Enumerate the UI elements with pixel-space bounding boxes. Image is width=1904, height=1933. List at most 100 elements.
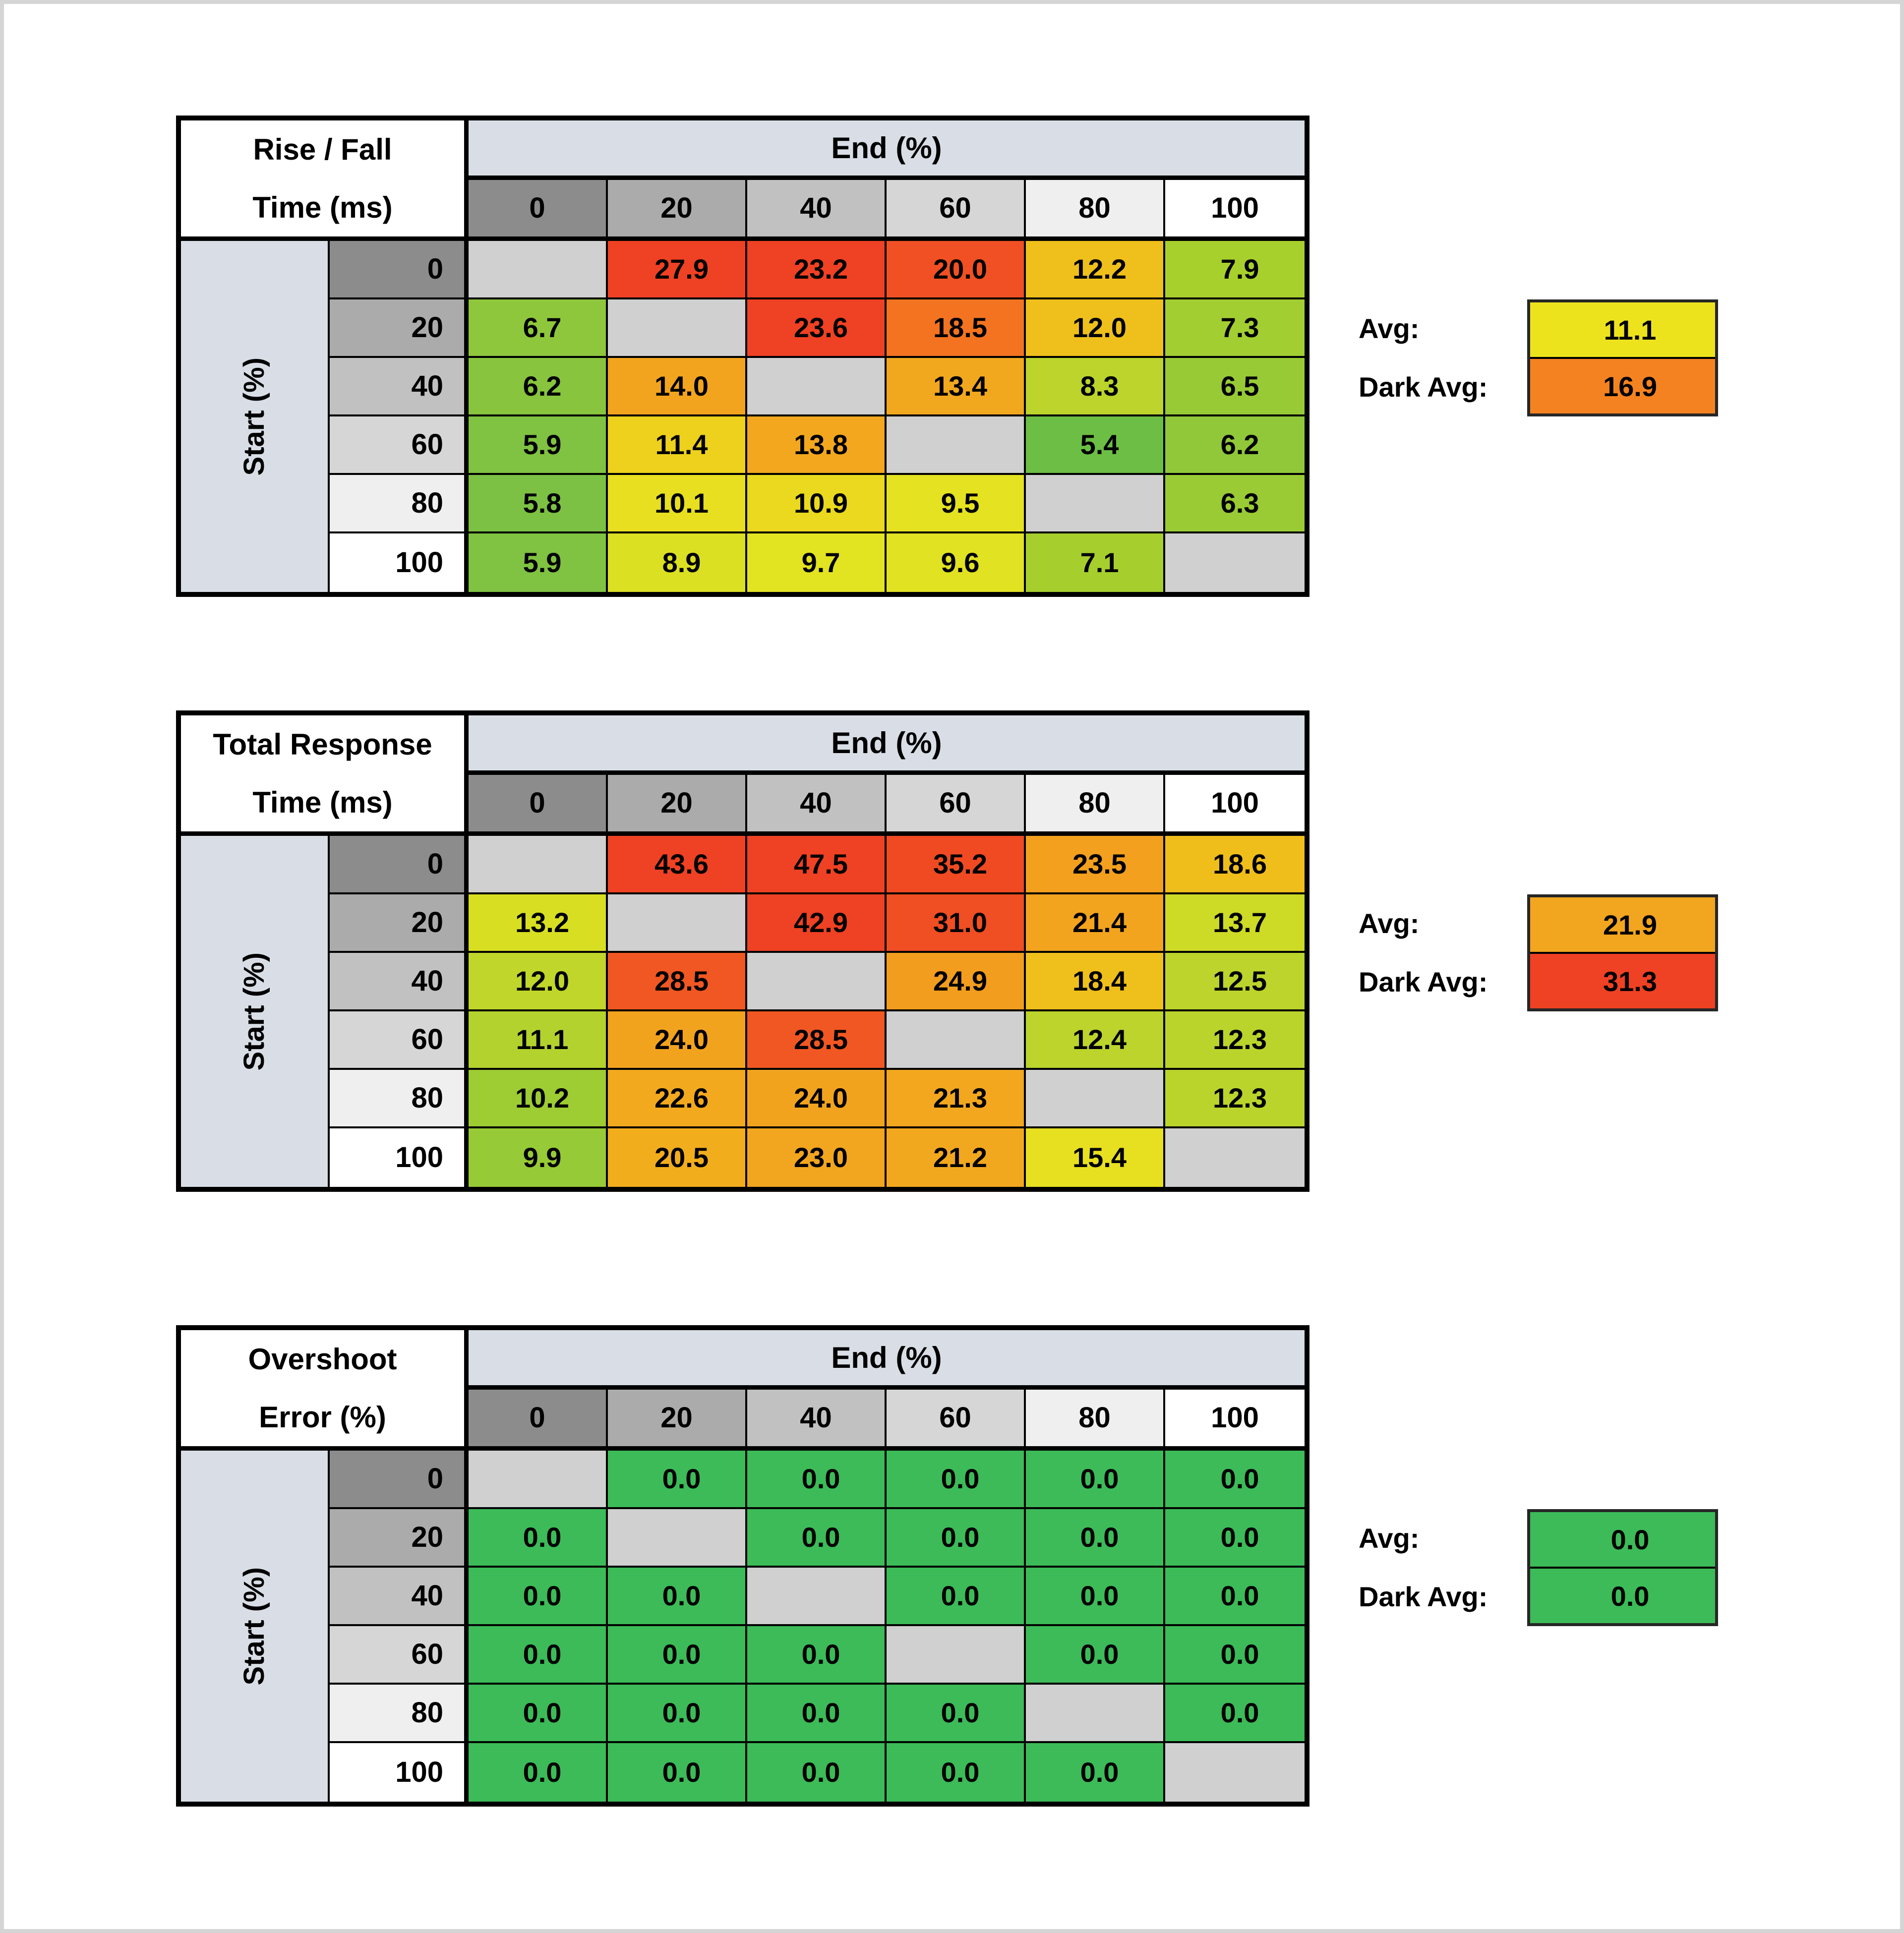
table-title-line2: Error (%) bbox=[259, 1400, 386, 1434]
dark-avg-label: Dark Avg: bbox=[1359, 371, 1488, 403]
avg-label: Avg: bbox=[1359, 313, 1420, 344]
data-cell: 0.0 bbox=[747, 1509, 887, 1568]
data-cell: 13.4 bbox=[887, 358, 1026, 416]
data-cell: 0.0 bbox=[1026, 1626, 1165, 1685]
row-header-60: 60 bbox=[330, 1626, 469, 1685]
data-cell: 12.0 bbox=[1026, 299, 1165, 358]
data-cell: 12.3 bbox=[1165, 1070, 1305, 1128]
col-header-20: 20 bbox=[608, 180, 747, 241]
data-cell: 24.0 bbox=[608, 1011, 747, 1070]
data-cell: 0.0 bbox=[747, 1626, 887, 1685]
start-axis-label-text: Start (%) bbox=[238, 357, 270, 476]
data-cell: 0.0 bbox=[608, 1685, 747, 1743]
data-cell: 0.0 bbox=[887, 1685, 1026, 1743]
table-title-line1: Rise / Fall bbox=[253, 132, 392, 166]
data-cell: 0.0 bbox=[1026, 1568, 1165, 1626]
row-header-60: 60 bbox=[330, 1011, 469, 1070]
data-cell: 12.2 bbox=[1026, 241, 1165, 299]
col-header-100: 100 bbox=[1165, 775, 1305, 836]
table-title-overshoot: Overshoot Error (%) bbox=[181, 1330, 469, 1451]
blank-cell bbox=[1026, 1070, 1165, 1128]
avg-label: Avg: bbox=[1359, 908, 1420, 939]
col-header-100: 100 bbox=[1165, 1390, 1305, 1451]
col-header-60: 60 bbox=[887, 1390, 1026, 1451]
col-header-0: 0 bbox=[469, 775, 608, 836]
avg-value: 21.9 bbox=[1530, 897, 1715, 952]
rise-fall-heatmap-table: Rise / Fall Time (ms) End (%) Start (%) … bbox=[176, 116, 1309, 597]
data-cell: 11.4 bbox=[608, 416, 747, 475]
blank-cell bbox=[469, 836, 608, 894]
row-header-100: 100 bbox=[330, 1743, 469, 1802]
data-cell: 6.2 bbox=[469, 358, 608, 416]
col-header-60: 60 bbox=[887, 180, 1026, 241]
data-cell: 0.0 bbox=[608, 1451, 747, 1509]
avg-value: 0.0 bbox=[1530, 1512, 1715, 1567]
end-axis-header: End (%) bbox=[469, 715, 1305, 775]
table-title-total-response: Total Response Time (ms) bbox=[181, 715, 469, 836]
row-header-40: 40 bbox=[330, 953, 469, 1011]
data-cell: 18.6 bbox=[1165, 836, 1305, 894]
data-cell: 12.4 bbox=[1026, 1011, 1165, 1070]
dark-avg-value: 16.9 bbox=[1530, 357, 1715, 413]
data-cell: 0.0 bbox=[608, 1626, 747, 1685]
blank-cell bbox=[887, 1011, 1026, 1070]
blank-cell bbox=[887, 416, 1026, 475]
col-header-80: 80 bbox=[1026, 775, 1165, 836]
blank-cell bbox=[1026, 1685, 1165, 1743]
data-cell: 7.1 bbox=[1026, 533, 1165, 592]
blank-cell bbox=[469, 241, 608, 299]
row-header-40: 40 bbox=[330, 358, 469, 416]
col-header-20: 20 bbox=[608, 775, 747, 836]
dark-avg-value: 0.0 bbox=[1530, 1567, 1715, 1623]
data-cell: 5.8 bbox=[469, 475, 608, 533]
row-header-80: 80 bbox=[330, 475, 469, 533]
data-cell: 0.0 bbox=[1165, 1509, 1305, 1568]
data-cell: 13.7 bbox=[1165, 894, 1305, 953]
data-cell: 6.5 bbox=[1165, 358, 1305, 416]
start-axis-label: Start (%) bbox=[181, 836, 330, 1187]
data-cell: 43.6 bbox=[608, 836, 747, 894]
start-axis-label: Start (%) bbox=[181, 241, 330, 592]
data-cell: 15.4 bbox=[1026, 1128, 1165, 1187]
data-cell: 28.5 bbox=[747, 1011, 887, 1070]
data-cell: 7.9 bbox=[1165, 241, 1305, 299]
data-cell: 5.9 bbox=[469, 533, 608, 592]
data-cell: 0.0 bbox=[887, 1568, 1026, 1626]
blank-cell bbox=[608, 299, 747, 358]
table-title-line1: Total Response bbox=[213, 727, 432, 761]
data-cell: 5.4 bbox=[1026, 416, 1165, 475]
data-cell: 0.0 bbox=[469, 1626, 608, 1685]
data-cell: 6.2 bbox=[1165, 416, 1305, 475]
row-header-80: 80 bbox=[330, 1070, 469, 1128]
data-cell: 24.0 bbox=[747, 1070, 887, 1128]
data-cell: 21.4 bbox=[1026, 894, 1165, 953]
row-header-20: 20 bbox=[330, 299, 469, 358]
start-axis-label-text: Start (%) bbox=[238, 1567, 270, 1686]
col-header-40: 40 bbox=[747, 180, 887, 241]
data-cell: 9.9 bbox=[469, 1128, 608, 1187]
data-cell: 9.6 bbox=[887, 533, 1026, 592]
data-cell: 27.9 bbox=[608, 241, 747, 299]
data-cell: 7.3 bbox=[1165, 299, 1305, 358]
data-cell: 0.0 bbox=[747, 1743, 887, 1802]
data-cell: 12.3 bbox=[1165, 1011, 1305, 1070]
col-header-20: 20 bbox=[608, 1390, 747, 1451]
total-response-heatmap-table: Total Response Time (ms) End (%) Start (… bbox=[176, 710, 1309, 1192]
blank-cell bbox=[1026, 475, 1165, 533]
col-header-0: 0 bbox=[469, 180, 608, 241]
data-cell: 0.0 bbox=[608, 1568, 747, 1626]
col-header-40: 40 bbox=[747, 775, 887, 836]
data-cell: 24.9 bbox=[887, 953, 1026, 1011]
blank-cell bbox=[1165, 1743, 1305, 1802]
data-cell: 23.5 bbox=[1026, 836, 1165, 894]
table-title-rise-fall: Rise / Fall Time (ms) bbox=[181, 120, 469, 241]
data-cell: 21.3 bbox=[887, 1070, 1026, 1128]
data-cell: 35.2 bbox=[887, 836, 1026, 894]
data-cell: 0.0 bbox=[747, 1451, 887, 1509]
end-axis-header: End (%) bbox=[469, 120, 1305, 180]
dark-avg-label: Dark Avg: bbox=[1359, 1581, 1488, 1612]
col-header-40: 40 bbox=[747, 1390, 887, 1451]
avg-summary-boxes: 0.0 0.0 bbox=[1527, 1509, 1718, 1626]
data-cell: 22.6 bbox=[608, 1070, 747, 1128]
